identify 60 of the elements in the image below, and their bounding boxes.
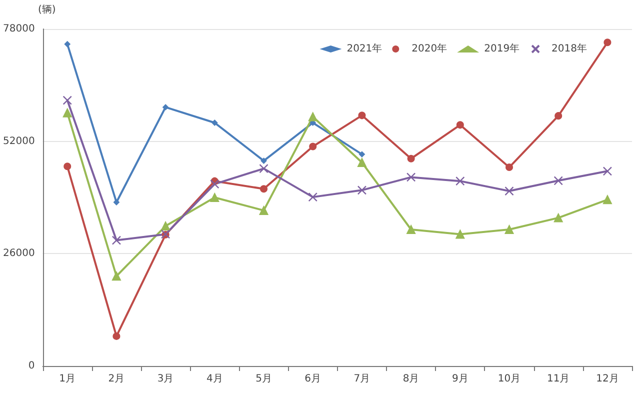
- point: [554, 112, 562, 120]
- y-tick-label: 26000: [3, 248, 35, 260]
- point: [309, 142, 317, 150]
- y-tick-label: 78000: [3, 24, 35, 34]
- point: [456, 121, 464, 129]
- x-tick-label: 2月: [108, 374, 125, 384]
- x-tick-label: 5月: [256, 374, 272, 384]
- y-tick-label: 52000: [3, 136, 35, 147]
- y-axis-title: (辆): [38, 4, 56, 16]
- x-tick-label: 8月: [402, 374, 420, 384]
- x-tick-label: 9月: [452, 374, 468, 384]
- point: [112, 332, 120, 340]
- point: [62, 96, 72, 105]
- point: [602, 195, 612, 204]
- point: [64, 162, 72, 170]
- point: [210, 193, 220, 202]
- legend-label: 2021年: [346, 42, 382, 54]
- point: [64, 41, 70, 48]
- point: [308, 112, 318, 122]
- x-tick-label: 7月: [354, 374, 370, 384]
- point: [406, 224, 416, 234]
- point: [212, 120, 218, 126]
- point: [358, 151, 365, 158]
- x-tick-label: 4月: [206, 374, 223, 384]
- point: [357, 158, 366, 168]
- point: [554, 213, 563, 222]
- point: [62, 108, 72, 118]
- legend-label: 2020年: [412, 42, 448, 54]
- x-tick-label: 3月: [157, 374, 174, 384]
- legend-label: 2018年: [552, 42, 588, 54]
- point: [504, 186, 514, 196]
- x-tick-label: 6月: [304, 374, 322, 384]
- point: [260, 185, 268, 193]
- point: [112, 272, 121, 281]
- point: [308, 192, 318, 202]
- point: [602, 166, 612, 176]
- point: [506, 164, 513, 172]
- x-tick-label: 12月: [596, 374, 619, 384]
- point: [604, 38, 612, 46]
- point: [407, 154, 415, 162]
- point: [210, 180, 220, 189]
- point: [504, 224, 514, 234]
- point: [554, 176, 563, 186]
- legend-label: 2019年: [484, 42, 520, 54]
- point: [162, 104, 169, 110]
- point: [112, 236, 122, 245]
- point: [358, 112, 366, 120]
- x-tick-label: 1月: [59, 374, 76, 384]
- point: [406, 172, 416, 182]
- point: [456, 176, 465, 186]
- point: [161, 222, 170, 231]
- point: [357, 186, 367, 195]
- point: [260, 158, 267, 164]
- x-tick-label: 11月: [546, 374, 570, 384]
- x-tick-label: 10月: [498, 374, 521, 384]
- point: [113, 199, 120, 206]
- point: [259, 164, 268, 174]
- point: [259, 206, 268, 215]
- y-tick-label: 0: [28, 360, 35, 372]
- point: [456, 230, 465, 239]
